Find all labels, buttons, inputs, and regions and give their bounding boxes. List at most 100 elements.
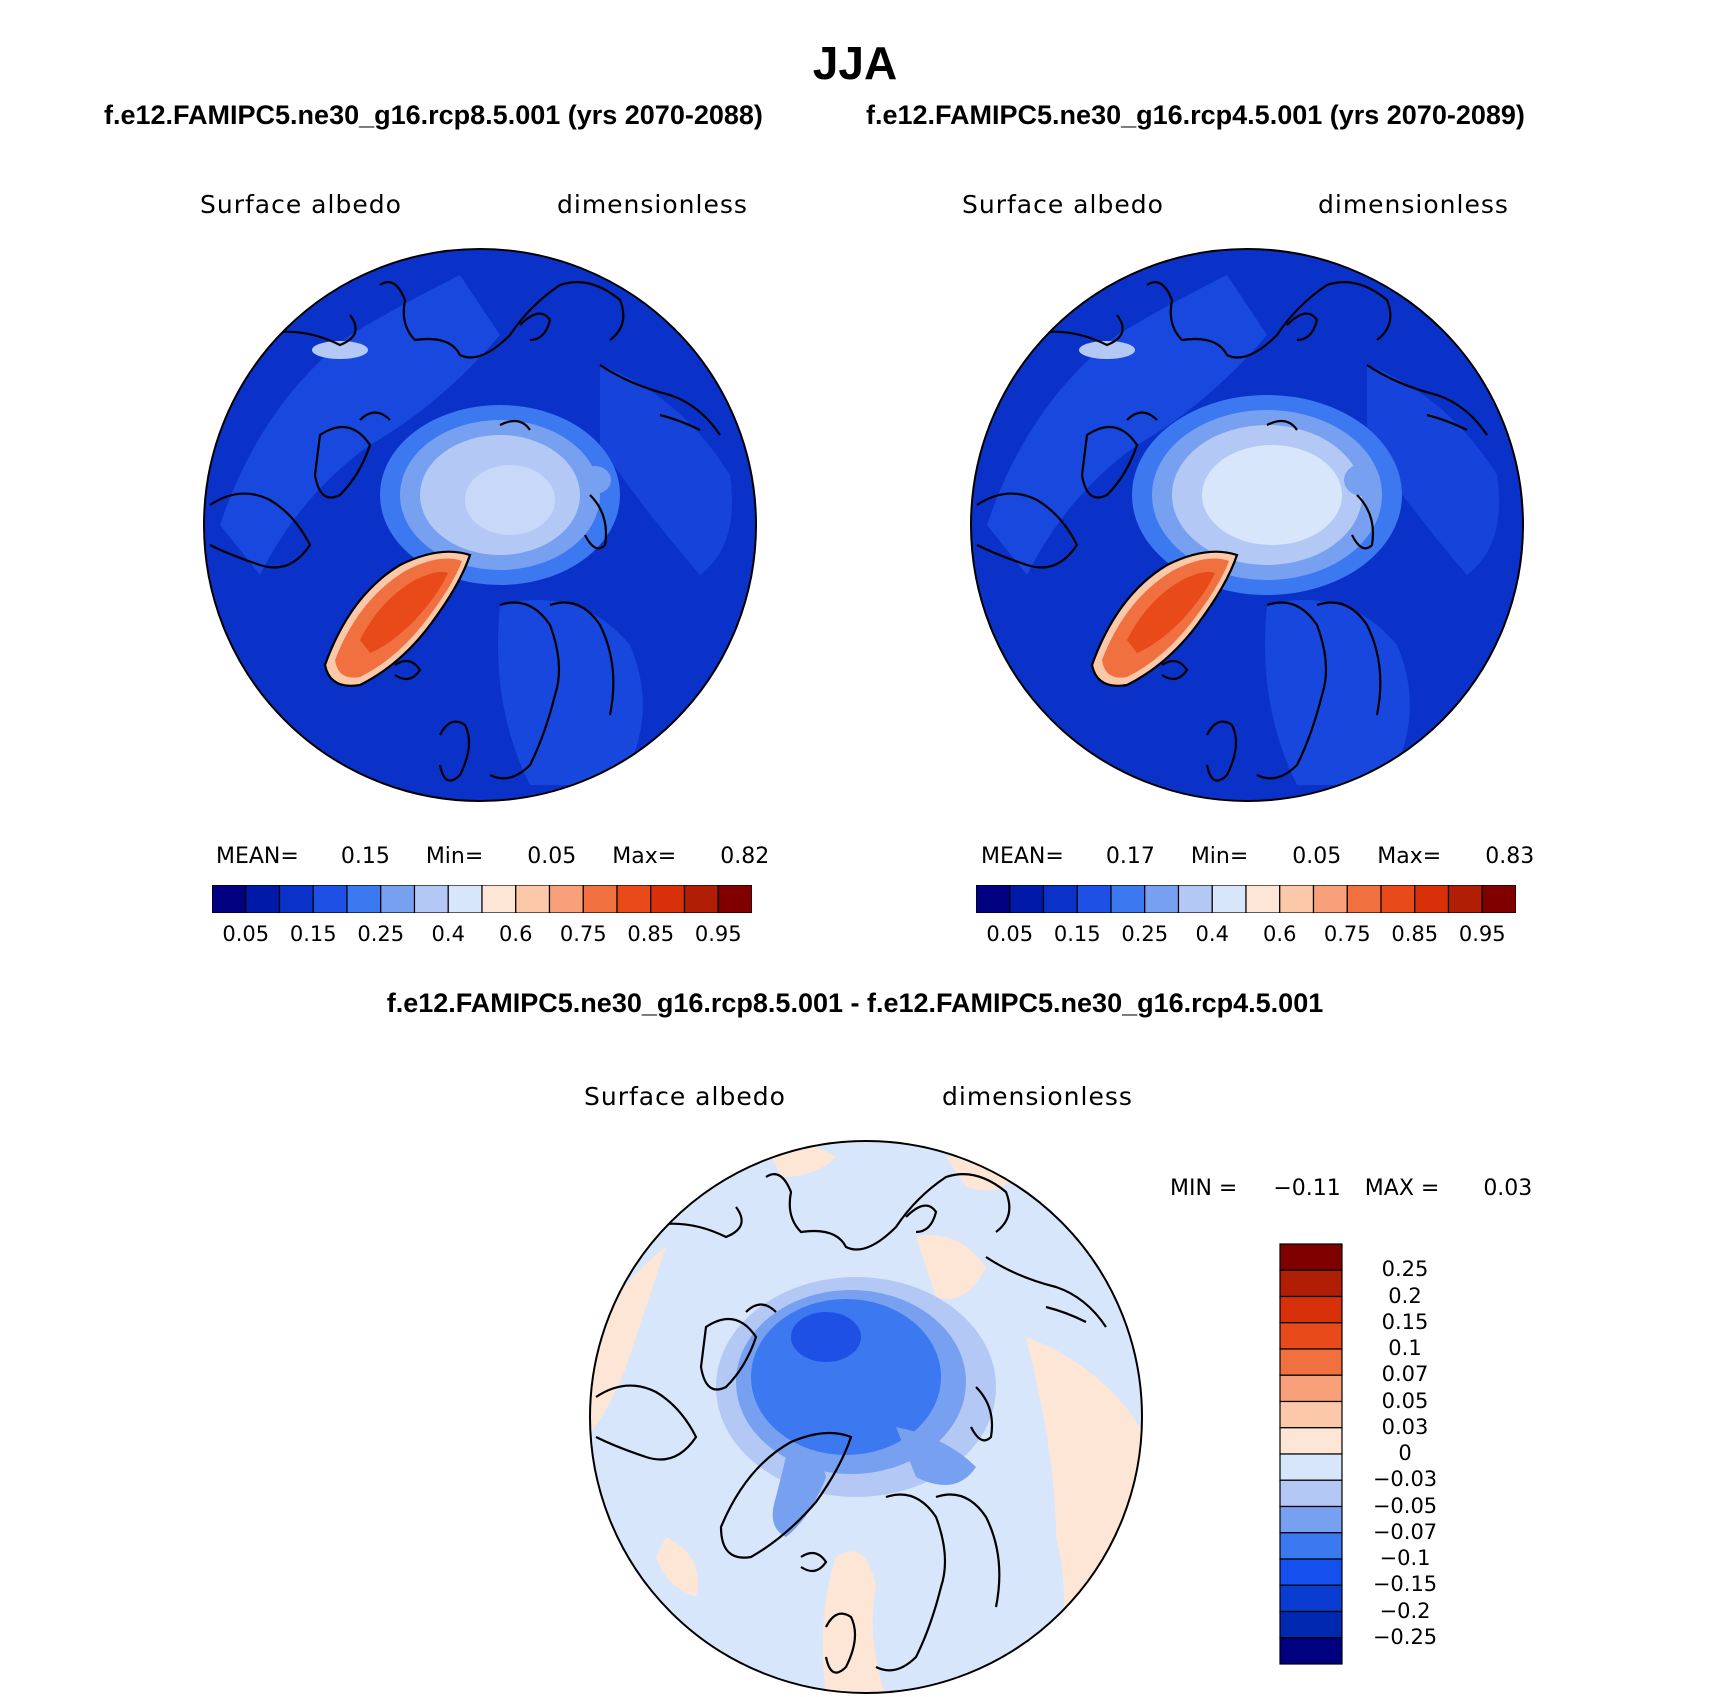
colorbar-tick-label: 0.15 [1053, 922, 1101, 946]
colorbar-swatch [683, 885, 719, 913]
colorbar-swatch [1279, 1295, 1343, 1324]
panel1-polar-map [203, 248, 757, 802]
colorbar-swatch [616, 885, 652, 913]
colorbar-tick-label: −0.15 [1372, 1572, 1438, 1597]
colorbar-tick-label: 0.03 [1381, 1414, 1429, 1439]
panel1-case-title: f.e12.FAMIPC5.ne30_g16.rcp8.5.001 (yrs 2… [104, 100, 763, 130]
colorbar-swatch [548, 885, 584, 913]
diff-min-value: −0.11 [1273, 1176, 1341, 1201]
colorbar-tick-label: 0.1 [1388, 1336, 1422, 1360]
difference-title: f.e12.FAMIPC5.ne30_g16.rcp8.5.001 - f.e1… [386, 988, 1324, 1018]
diff-units-label: dimensionless [942, 1082, 1133, 1111]
colorbar-swatch [1279, 885, 1315, 913]
colorbar-tick-label: −0.2 [1379, 1598, 1431, 1623]
panel2-max-value: 0.83 [1485, 844, 1535, 869]
colorbar-swatch [717, 885, 752, 913]
colorbar-tick-label: 0.25 [1381, 1257, 1429, 1282]
colorbar-tick-label: 0.6 [1263, 922, 1297, 946]
panel1-mean-value: 0.15 [340, 844, 390, 869]
colorbar-tick-label: 0.05 [1381, 1388, 1429, 1413]
panel2-min-value: 0.05 [1292, 844, 1342, 869]
figure-title: JJA [812, 37, 898, 89]
panel2-variable-label: Surface albedo [962, 190, 1164, 219]
map-boundary [970, 248, 1524, 802]
colorbar-swatch [1177, 885, 1213, 913]
arctic-core [465, 465, 555, 535]
land-shading [600, 365, 732, 575]
highland-patch [579, 466, 611, 494]
coastlines [595, 1173, 1107, 1674]
panel2-polar-map [970, 248, 1524, 802]
colorbar-swatch [1009, 885, 1045, 913]
diff-max-value: 0.03 [1483, 1176, 1533, 1201]
colorbar-swatch [1279, 1479, 1343, 1508]
colorbar-swatch [1481, 885, 1516, 913]
colorbar-swatch [413, 885, 449, 913]
colorbar-swatch [1279, 1269, 1343, 1298]
colorbar-swatch [245, 885, 281, 913]
colorbar-tick-label: 0.95 [694, 922, 742, 946]
panel2-case-title: f.e12.FAMIPC5.ne30_g16.rcp4.5.001 (yrs 2… [866, 100, 1525, 130]
panel1-colorbar [212, 885, 752, 913]
colorbar-swatch [1279, 1505, 1343, 1534]
colorbar-swatch [1076, 885, 1112, 913]
greenland-core [360, 571, 448, 653]
colorbar-tick-label: 0.6 [499, 922, 533, 946]
colorbar-swatch [1414, 885, 1450, 913]
diff-variable-label: Surface albedo [584, 1082, 786, 1111]
panel2-units-label: dimensionless [1318, 190, 1509, 219]
panel1-variable-label: Surface albedo [200, 190, 402, 219]
map-boundary [203, 248, 757, 802]
land-shading [1367, 365, 1499, 575]
colorbar-swatch [1279, 1610, 1343, 1639]
colorbar-swatch [1279, 1558, 1343, 1586]
colorbar-swatch [1279, 1532, 1343, 1560]
panel2-mean-value: 0.17 [1105, 844, 1155, 869]
warm-anomaly-region [590, 1247, 666, 1437]
colorbar-swatch [380, 885, 416, 913]
colorbar-swatch [650, 885, 686, 913]
colorbar-swatch [1042, 885, 1078, 913]
arctic-core [1202, 445, 1342, 545]
panel1-max-value: 0.82 [720, 844, 770, 869]
negative-anomaly-arm [896, 1427, 976, 1485]
colorbar-swatch [515, 885, 551, 913]
colorbar-tick-label: −0.05 [1372, 1493, 1438, 1518]
colorbar-swatch [1312, 885, 1348, 913]
colorbar-swatch [346, 885, 382, 913]
diff-min-label: MIN = [1170, 1176, 1238, 1201]
land-shading [498, 600, 643, 785]
colorbar-swatch [1211, 885, 1247, 913]
colorbar-tick-label: 0.25 [357, 922, 405, 946]
colorbar-swatch [447, 885, 483, 913]
colorbar-swatch [1279, 1243, 1343, 1271]
negative-anomaly-4 [791, 1312, 861, 1362]
colorbar-swatch [1279, 1322, 1343, 1350]
colorbar-swatch [1110, 885, 1146, 913]
colorbar-swatch [1279, 1348, 1343, 1376]
colorbar-tick-label: 0.4 [431, 922, 465, 946]
colorbar-tick-label: 0.05 [222, 922, 270, 946]
panel1-colorbar-labels: 0.05 0.15 0.25 0.4 0.6 0.75 0.85 0.95 [212, 922, 752, 950]
colorbar-tick-label: 0.15 [1381, 1309, 1429, 1334]
colorbar-tick-label: −0.1 [1379, 1546, 1431, 1570]
colorbar-swatch [1279, 1584, 1343, 1613]
colorbar-swatch [312, 885, 348, 913]
panel1-min-value: 0.05 [527, 844, 577, 869]
warm-anomaly-region [656, 1537, 698, 1597]
difference-colorbar-labels: 0.25 0.2 0.15 0.1 0.07 0.05 0.03 0 −0.03 −0.05 −0.… [1350, 1242, 1470, 1666]
colorbar-tick-label: −0.25 [1372, 1624, 1438, 1649]
colorbar-swatch [278, 885, 314, 913]
colorbar-swatch [212, 885, 247, 913]
colorbar-swatch [481, 885, 517, 913]
colorbar-tick-label: 0.85 [1391, 922, 1439, 946]
colorbar-tick-label: 0.75 [559, 922, 607, 946]
panel1-units-label: dimensionless [557, 190, 748, 219]
panel2-max-label: Max= [1377, 844, 1442, 869]
panel1-min-label: Min= [425, 844, 484, 869]
colorbar-swatch [1279, 1427, 1343, 1455]
panel2-colorbar [976, 885, 1516, 913]
colorbar-swatch [1144, 885, 1180, 913]
difference-colorbar [1279, 1243, 1343, 1665]
diff-max-label: MAX = [1364, 1176, 1440, 1201]
